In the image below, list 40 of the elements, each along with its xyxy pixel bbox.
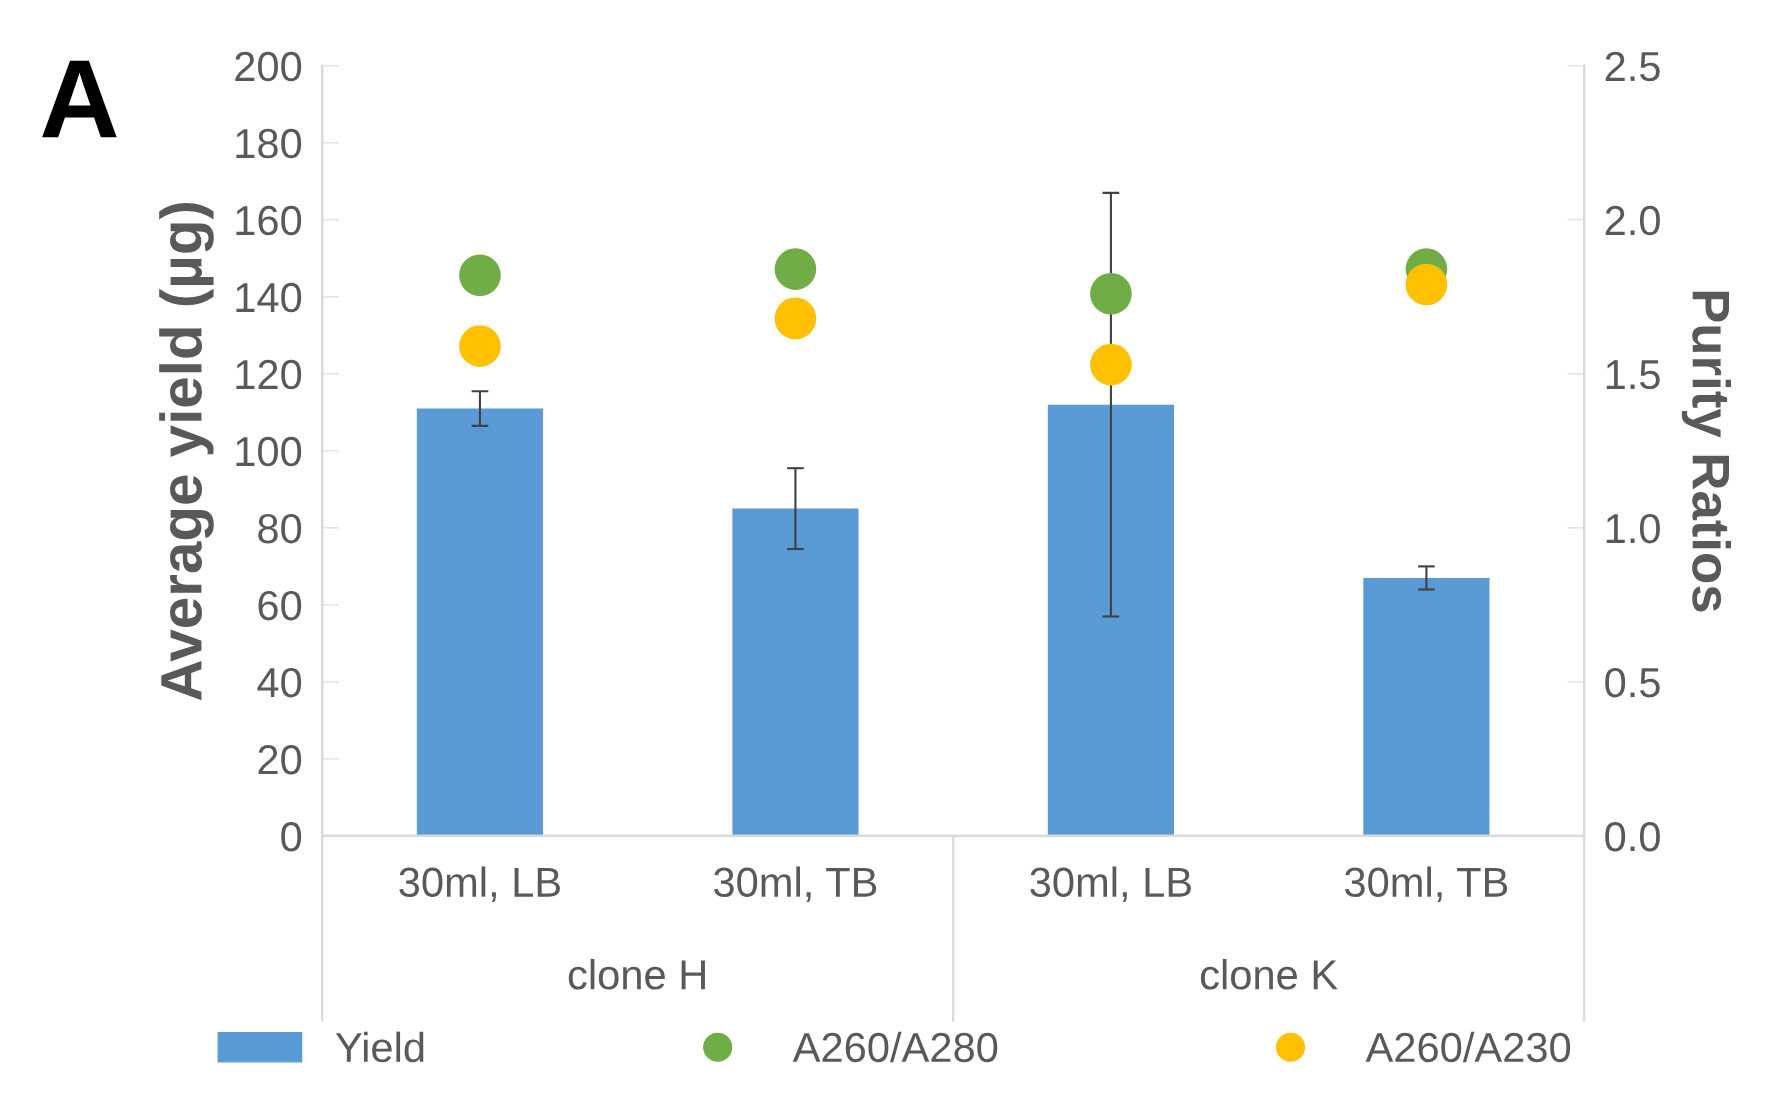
point <box>459 325 501 367</box>
y-tick-label: 20 <box>258 744 302 775</box>
y-tick-label: 40 <box>257 667 302 698</box>
x-tick-label: 30ml, TB <box>714 866 877 902</box>
y-tick-label: 200 <box>235 51 302 82</box>
y2-tick-label: 2.5 <box>1605 51 1660 82</box>
bar <box>416 408 544 836</box>
y2-axis-title: Purity Ratios <box>1681 291 1731 612</box>
legend-label: A260/A280 <box>792 1031 998 1063</box>
bar <box>1047 404 1175 836</box>
text: clone K <box>1200 958 1338 990</box>
y-tick-label: 0 <box>281 821 302 852</box>
point <box>1090 343 1132 386</box>
text: clone H <box>568 958 705 990</box>
text: A <box>42 60 117 138</box>
point <box>774 248 817 290</box>
y-axis-title: Average yield (µg) <box>159 203 214 701</box>
y2-tick-label: 1.0 <box>1606 513 1660 544</box>
legend-label: Yield <box>335 1031 424 1063</box>
point <box>459 254 501 297</box>
bar <box>1363 577 1490 836</box>
y2-tick-label: 0.0 <box>1605 821 1660 852</box>
point <box>1405 263 1448 306</box>
y2-tick-label: 0.5 <box>1605 667 1660 698</box>
legend-label: A260/A230 <box>1365 1031 1571 1063</box>
y-tick-label: 180 <box>236 128 302 159</box>
bar <box>732 508 859 836</box>
y-tick-label: 80 <box>258 513 302 544</box>
y2-tick-label: 1.5 <box>1606 360 1660 390</box>
y-tick-label: 100 <box>236 436 302 467</box>
point <box>1090 272 1132 315</box>
point <box>774 297 817 340</box>
x-tick-label: 30ml, LB <box>399 866 560 902</box>
y-tick-label: 140 <box>236 282 302 313</box>
y2-tick-label: 2.0 <box>1605 205 1660 236</box>
y-tick-label: 60 <box>258 590 302 621</box>
y-tick-label: 120 <box>236 359 302 390</box>
x-tick-label: 30ml, LB <box>1030 866 1191 902</box>
y-tick-label: 160 <box>236 205 302 236</box>
x-tick-label: 30ml, TB <box>1345 866 1508 902</box>
